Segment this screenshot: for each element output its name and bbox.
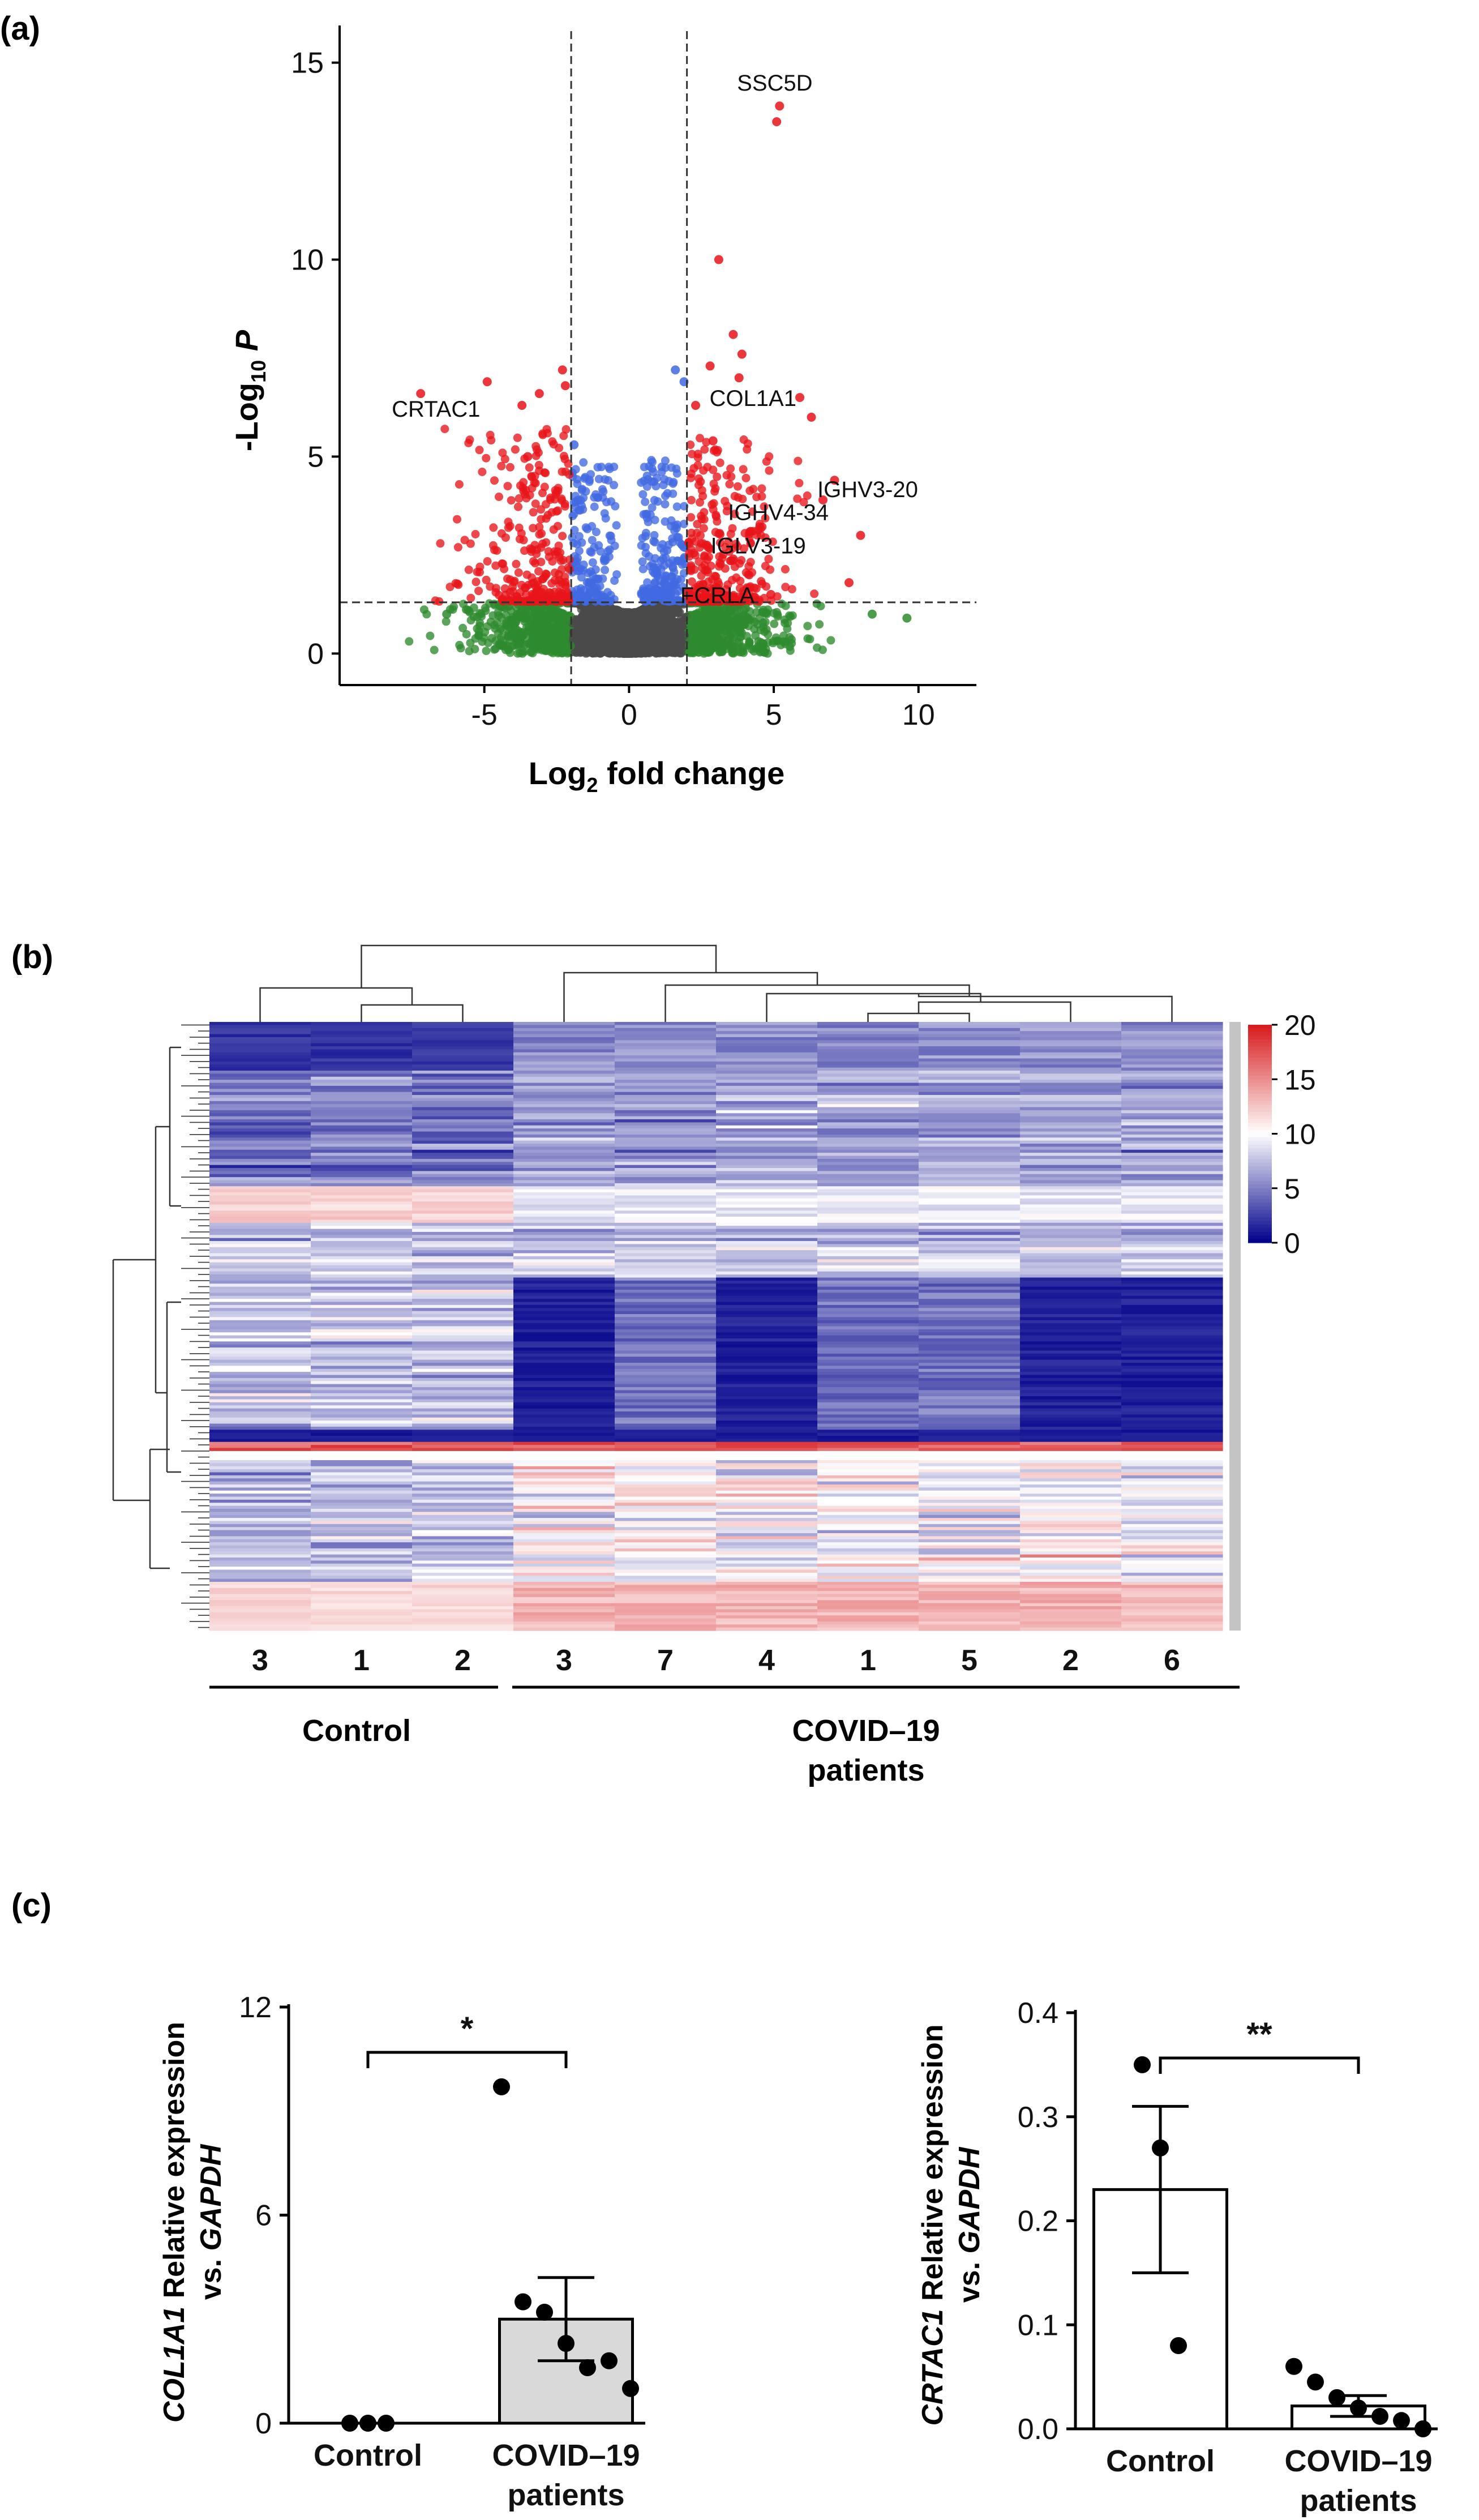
volcano-point <box>554 649 563 658</box>
volcano-point <box>470 645 479 653</box>
volcano-point <box>652 634 661 643</box>
volcano-point <box>601 566 610 575</box>
volcano-point <box>769 637 778 645</box>
volcano-point <box>469 612 478 621</box>
volcano-point <box>753 620 762 628</box>
volcano-point <box>672 622 681 631</box>
volcano-point <box>509 615 518 624</box>
volcano-point <box>805 635 814 644</box>
volcano-point <box>601 644 610 653</box>
volcano-point <box>620 609 629 618</box>
volcano-point <box>490 600 499 609</box>
volcano-point <box>588 628 597 638</box>
volcano-point <box>535 606 545 615</box>
volcano-point <box>735 627 744 636</box>
volcano-point <box>490 621 499 630</box>
volcano-point <box>543 632 552 641</box>
volcano-point <box>813 643 821 652</box>
volcano-point <box>572 621 581 630</box>
volcano-point <box>704 620 713 629</box>
volcano-point <box>676 649 685 658</box>
volcano-point <box>541 620 550 629</box>
volcano-point <box>586 647 595 656</box>
volcano-point <box>693 638 702 647</box>
volcano-point <box>700 632 709 641</box>
volcano-point <box>494 608 503 617</box>
volcano-point <box>405 637 414 646</box>
volcano-point <box>689 649 698 657</box>
volcano-point <box>786 646 795 655</box>
volcano-point <box>455 640 464 649</box>
volcano-point <box>640 606 649 615</box>
volcano-point <box>619 623 628 632</box>
volcano-point <box>513 649 522 658</box>
volcano-point <box>745 638 754 647</box>
volcano-point <box>490 645 499 654</box>
volcano-point <box>716 644 725 653</box>
volcano-point <box>565 611 574 620</box>
volcano-point <box>534 632 543 641</box>
volcano-point <box>559 623 568 632</box>
volcano-point <box>760 648 769 657</box>
volcano-point <box>482 647 491 656</box>
volcano-point <box>663 644 672 653</box>
volcano-point <box>815 620 824 629</box>
volcano-point <box>606 615 615 624</box>
volcano-point <box>640 635 649 644</box>
volcano-point <box>772 607 781 617</box>
volcano-point <box>661 500 670 509</box>
volcano-point <box>638 490 648 499</box>
volcano-point <box>517 628 526 637</box>
volcano-point <box>731 613 740 622</box>
volcano-point <box>739 648 748 657</box>
volcano-point <box>430 645 439 654</box>
volcano-point <box>717 629 726 638</box>
volcano-point <box>481 606 490 615</box>
volcano-point <box>656 606 665 615</box>
volcano-point <box>522 614 531 623</box>
volcano-point <box>539 640 548 649</box>
volcano-point <box>623 633 632 642</box>
volcano-point <box>462 630 471 639</box>
volcano-point <box>484 639 492 647</box>
volcano-point <box>469 603 478 612</box>
volcano-point <box>665 635 674 644</box>
volcano-point <box>826 636 835 645</box>
volcano-point <box>708 635 717 644</box>
volcano-point <box>461 605 470 614</box>
volcano-point <box>761 609 770 618</box>
volcano-point <box>526 648 535 657</box>
volcano-point <box>770 619 779 628</box>
volcano-point <box>638 614 648 623</box>
volcano-point <box>707 607 716 616</box>
volcano-point <box>475 622 484 630</box>
volcano-point <box>555 607 564 617</box>
volcano-point <box>803 622 812 631</box>
volcano-point <box>515 639 524 648</box>
volcano-point <box>636 647 645 656</box>
volcano-point <box>426 631 435 640</box>
volcano-point <box>752 608 761 617</box>
volcano-point <box>780 615 789 624</box>
volcano-point <box>762 625 771 634</box>
volcano-point-cloud <box>405 425 835 658</box>
volcano-point <box>649 618 658 627</box>
volcano-point <box>502 641 511 650</box>
volcano-point <box>419 605 428 614</box>
volcano-point <box>504 632 513 641</box>
panel-label-a: (a) <box>0 10 40 47</box>
volcano-point <box>653 646 662 655</box>
volcano-point <box>611 645 620 654</box>
volcano-point <box>656 625 665 634</box>
